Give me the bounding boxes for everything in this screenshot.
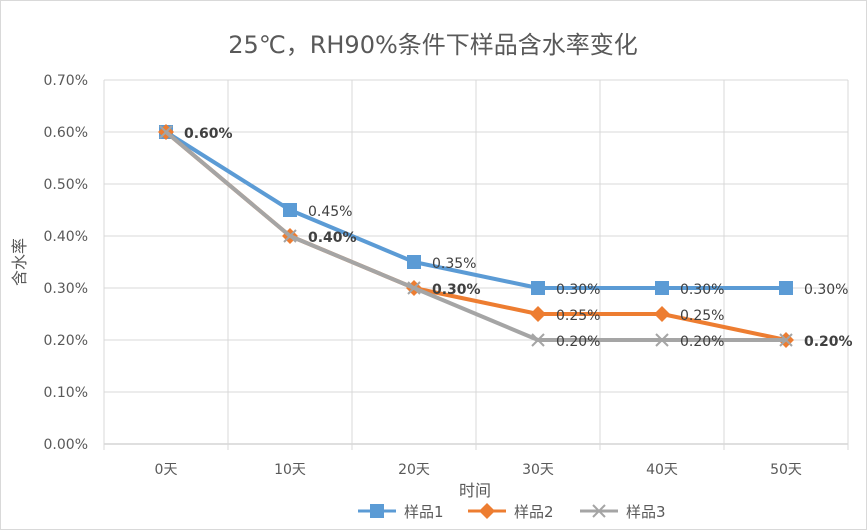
data-point-3 [159,125,173,139]
legend-marker [592,504,606,518]
y-tick-label: 0.60% [44,125,88,141]
data-point-1 [531,281,545,295]
legend-marker [370,504,384,518]
legend-label: 样品2 [514,503,554,521]
y-axis-ticks: 0.00% 0.10% 0.20% 0.30% 0.40% 0.50% 0.60% 0.70% [44,73,88,453]
data-point-1 [407,255,421,269]
series-layer [158,124,794,348]
x-axis-title: 时间 [459,481,491,500]
data-label: 0.30% [556,282,600,298]
x-axis-ticks: 0天 10天 20天 30天 40天 50天 [155,462,802,478]
legend-item-2: 样品2 [468,503,554,521]
legend-label: 样品1 [404,503,444,521]
data-label: 0.25% [680,308,724,324]
data-label: 0.20% [680,334,724,350]
data-label: 0.35% [432,256,476,272]
data-label: 0.30% [804,282,848,298]
series-line-1 [164,130,786,290]
data-point-3 [283,229,297,243]
x-tick-label: 40天 [646,462,678,478]
data-point-3 [407,281,421,295]
x-tick-label: 0天 [155,462,178,478]
x-tick-label: 50天 [770,462,802,478]
y-tick-label: 0.70% [44,73,88,89]
legend-item-3: 样品3 [580,503,666,521]
legend-item-1: 样品1 [358,503,444,521]
y-tick-label: 0.00% [44,437,88,453]
chart-title: 25℃，RH90%条件下样品含水率变化 [228,31,638,59]
y-tick-label: 0.40% [44,229,88,245]
legend: 样品1 样品2 样品3 [358,503,666,521]
x-tick-label: 20天 [398,462,430,478]
x-tick-label: 10天 [274,462,306,478]
data-label: 0.25% [556,308,600,324]
data-label: 0.30% [432,282,481,298]
data-label: 0.40% [308,230,357,246]
data-label: 0.30% [680,282,724,298]
data-point-1 [655,281,669,295]
data-point-3 [531,333,545,347]
data-labels: 0.45% 0.35% 0.30% 0.30% 0.30% 0.25% 0.25% 0.60%… [184,126,853,350]
data-point-1 [283,203,297,217]
y-axis-title: 含水率 [10,238,29,286]
data-point-2 [530,306,546,322]
y-tick-label: 0.30% [44,281,88,297]
legend-label: 样品3 [626,503,666,521]
data-label: 0.60% [184,126,233,142]
data-label: 0.20% [556,334,600,350]
y-tick-label: 0.10% [44,385,88,401]
y-tick-label: 0.20% [44,333,88,349]
x-tick-label: 30天 [522,462,554,478]
data-point-3 [779,333,793,347]
data-point-2 [654,306,670,322]
series-line-3 [164,130,786,342]
legend-marker [479,503,495,519]
y-tick-label: 0.50% [44,177,88,193]
data-point-3 [655,333,669,347]
data-label: 0.45% [308,204,352,220]
data-label: 0.20% [804,334,853,350]
data-point-1 [779,281,793,295]
